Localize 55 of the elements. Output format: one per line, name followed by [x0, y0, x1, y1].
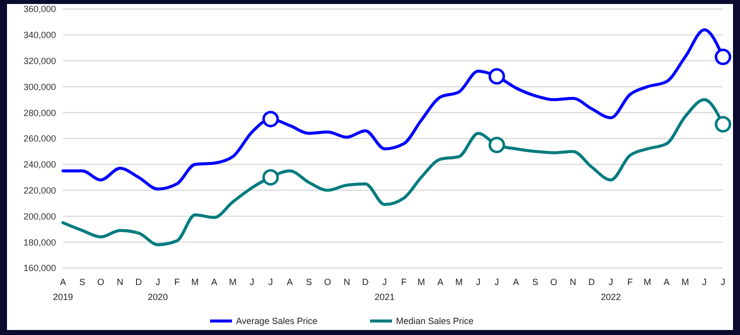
x-tick-label: F [627, 277, 634, 287]
x-tick-label: F [174, 277, 180, 287]
point [714, 48, 732, 66]
x-tick-label: J [494, 277, 500, 287]
x-tick-label: J [720, 277, 726, 287]
y-tick-label: 300,000 [23, 82, 56, 92]
x-tick-label: M [191, 277, 199, 287]
x-tick-label: F [401, 277, 408, 287]
point [262, 169, 279, 186]
x-tick-label: J 2020 [148, 277, 168, 302]
y-tick-label: 200,000 [23, 211, 56, 222]
x-tick-label: M [455, 277, 463, 287]
x-tick-label: N [344, 277, 350, 287]
x-tick-label: D [588, 277, 596, 287]
x-tick-label: D [362, 277, 370, 287]
point [262, 110, 279, 128]
y-tick-label: 160,000 [23, 263, 56, 274]
point [488, 68, 506, 85]
x-tick-label: J [476, 277, 480, 287]
y-tick-label: 320,000 [23, 56, 56, 66]
x-tick-label: A 2019 [52, 277, 74, 302]
x-tick-label: S [79, 277, 86, 287]
x-tick-label: S [306, 277, 312, 287]
y-tick-label: 260,000 [23, 134, 56, 144]
x-tick-label: J [250, 277, 254, 287]
x-tick-label: A [211, 277, 218, 287]
x-tick-label: O [550, 277, 558, 287]
x-tick-label: M [681, 277, 689, 287]
y-tick-label: 340,000 [23, 30, 56, 40]
x-tick-label: S [532, 277, 538, 287]
y-tick-label: 240,000 [23, 160, 56, 170]
x-tick-label: O [97, 277, 104, 287]
x-tick-label: O [324, 277, 332, 287]
legend-label: Median Sales Price [396, 316, 474, 326]
x-tick-label: J [268, 277, 273, 287]
x-tick-label: M [229, 277, 237, 287]
x-tick-label: D [135, 277, 142, 287]
y-tick-label: 220,000 [23, 185, 56, 196]
x-tick-label: A [437, 277, 444, 287]
x-tick-label: A [664, 277, 670, 287]
y-tick-label: 280,000 [23, 108, 56, 118]
legend-label: Average Sales Price [236, 316, 318, 326]
y-tick-label: 180,000 [23, 237, 56, 248]
x-tick-label: A [513, 277, 520, 287]
x-tick-label: M [644, 277, 652, 287]
x-tick-label: J 2021 [374, 277, 395, 302]
x-tick-label: M [417, 277, 425, 287]
point [714, 116, 732, 132]
x-tick-label: J [702, 277, 707, 287]
y-tick-label: 360,000 [23, 4, 56, 14]
point [488, 136, 506, 154]
x-tick-label: J 2022 [600, 277, 621, 302]
x-tick-label: N [570, 277, 576, 287]
x-tick-label: N [116, 277, 124, 287]
x-tick-label: A [286, 277, 293, 287]
